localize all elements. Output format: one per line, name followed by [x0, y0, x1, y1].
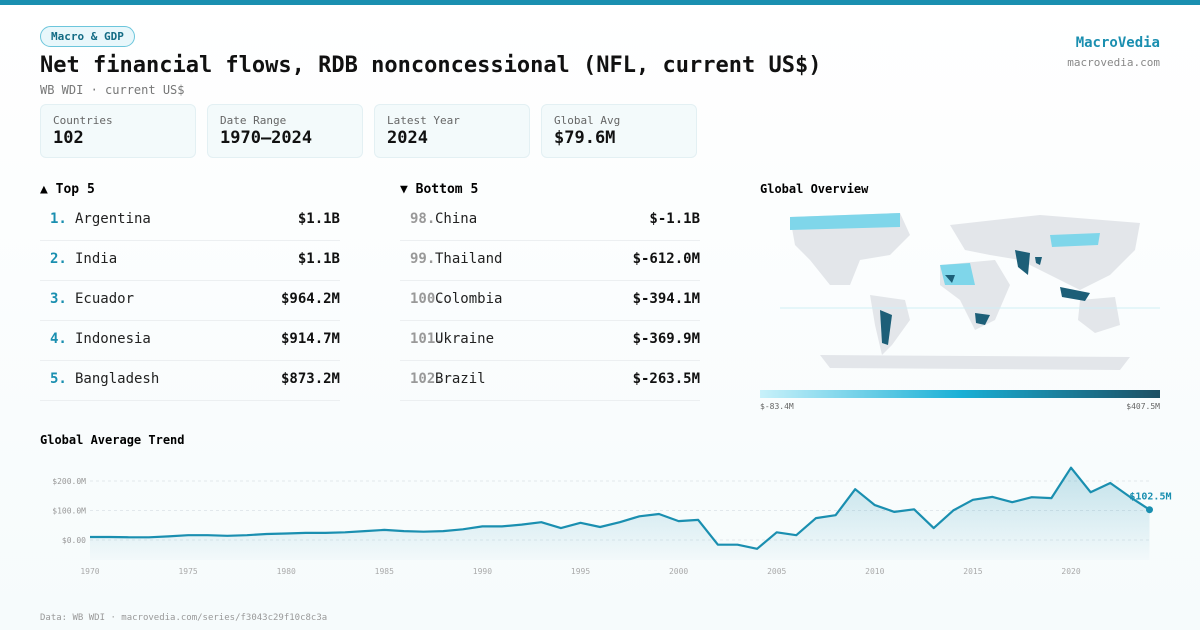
bottom-title: ▼ Bottom 5: [400, 182, 479, 197]
chart-title: Global Average Trend: [40, 433, 185, 447]
row-value: $873.2M: [280, 371, 340, 387]
top-bar: [0, 0, 1200, 5]
rank-row: 98. China $-1.1B: [400, 200, 700, 241]
row-value: $914.7M: [280, 331, 340, 347]
stat-value: $79.6M: [554, 128, 616, 148]
map: [780, 213, 1160, 370]
row-value: $-612.0M: [632, 251, 700, 267]
row-value: $-1.1B: [649, 211, 700, 227]
country: Colombia: [435, 291, 503, 307]
rank-row: 99. Thailand $-612.0M: [400, 240, 700, 281]
rank: 2.: [50, 251, 67, 267]
brand: MacroVedia: [1075, 35, 1160, 51]
rank: 100.: [410, 291, 444, 307]
site: macrovedia.com: [1067, 56, 1160, 69]
country: Bangladesh: [75, 371, 160, 387]
rank: 101.: [410, 331, 444, 347]
x-tick-label: 1985: [375, 567, 394, 576]
color-scale: [760, 390, 1160, 398]
x-tick-label: 2005: [767, 567, 786, 576]
area: [90, 467, 1150, 560]
row-value: $-369.9M: [632, 331, 700, 347]
footer: Data: WB WDI · macrovedia.com/series/f30…: [40, 613, 328, 623]
row-value: $964.2M: [280, 291, 340, 307]
country: India: [75, 251, 118, 267]
rank-row: 100. Colombia $-394.1M: [400, 280, 700, 321]
row-value: $-394.1M: [632, 291, 700, 307]
x-tick-label: 2020: [1061, 567, 1080, 576]
badge: Macro & GDP: [40, 26, 135, 47]
y-tick-label: $100.0M: [52, 506, 86, 515]
stat-card: Latest Year 2024: [374, 104, 530, 158]
rank-row: 101. Ukraine $-369.9M: [400, 320, 700, 361]
stat-label: Countries: [53, 114, 113, 127]
x-tick-label: 1980: [277, 567, 296, 576]
country: China: [435, 211, 478, 227]
rank-row: 2. India $1.1B: [40, 240, 340, 281]
map-shade: [790, 213, 1100, 285]
row-value: $1.1B: [297, 251, 340, 267]
stat-label: Latest Year: [387, 114, 460, 127]
x-tick-label: 1975: [178, 567, 197, 576]
y-tick-label: $200.0M: [52, 477, 86, 486]
stat-label: Global Avg: [554, 114, 621, 127]
x-tick-label: 2015: [963, 567, 982, 576]
end-point: [1146, 506, 1153, 514]
rank-row: 1. Argentina $1.1B: [40, 200, 340, 241]
x-tick-label: 1970: [80, 567, 99, 576]
stat-card: Date Range 1970–2024: [207, 104, 363, 158]
rank: 4.: [50, 331, 67, 347]
x-tick-label: 1995: [571, 567, 590, 576]
rank-row: 3. Ecuador $964.2M: [40, 280, 340, 321]
rank-row: 5. Bangladesh $873.2M: [40, 360, 340, 401]
scale-max: $407.5M: [1126, 402, 1160, 411]
y-tick-label: $0.00: [62, 536, 86, 545]
map-title: Global Overview: [760, 182, 869, 196]
stat-value: 2024: [387, 128, 428, 148]
stat-value: 102: [53, 128, 84, 148]
scale-min: $-83.4M: [760, 402, 794, 411]
x-tick-label: 2010: [865, 567, 884, 576]
rank-row: 102. Brazil $-263.5M: [400, 360, 700, 401]
subtitle: WB WDI · current US$: [40, 83, 185, 97]
rank: 3.: [50, 291, 67, 307]
country: Thailand: [435, 251, 503, 267]
x-tick-label: 2000: [669, 567, 688, 576]
stat-value: 1970–2024: [220, 128, 313, 148]
country: Indonesia: [75, 331, 151, 347]
country: Ukraine: [435, 331, 495, 347]
title: Net financial flows, RDB nonconcessional…: [40, 53, 822, 78]
row-value: $-263.5M: [632, 371, 700, 387]
map-dark: [880, 250, 1090, 345]
country: Ecuador: [75, 291, 135, 307]
country: Brazil: [435, 371, 486, 387]
stat-card: Global Avg $79.6M: [541, 104, 697, 158]
stat-card: Countries 102: [40, 104, 196, 158]
country: Argentina: [75, 211, 151, 227]
line: [90, 466, 1151, 550]
rank: 1.: [50, 211, 67, 227]
x-tick-label: 1990: [473, 567, 492, 576]
rank: 102.: [410, 371, 444, 387]
rank: 5.: [50, 371, 67, 387]
rank: 98.: [410, 211, 436, 227]
stat-label: Date Range: [220, 114, 287, 127]
end-label: $102.5M: [1129, 492, 1171, 503]
top-title: ▲ Top 5: [40, 182, 95, 197]
rank: 99.: [410, 251, 436, 267]
row-value: $1.1B: [297, 211, 340, 227]
rank-row: 4. Indonesia $914.7M: [40, 320, 340, 361]
